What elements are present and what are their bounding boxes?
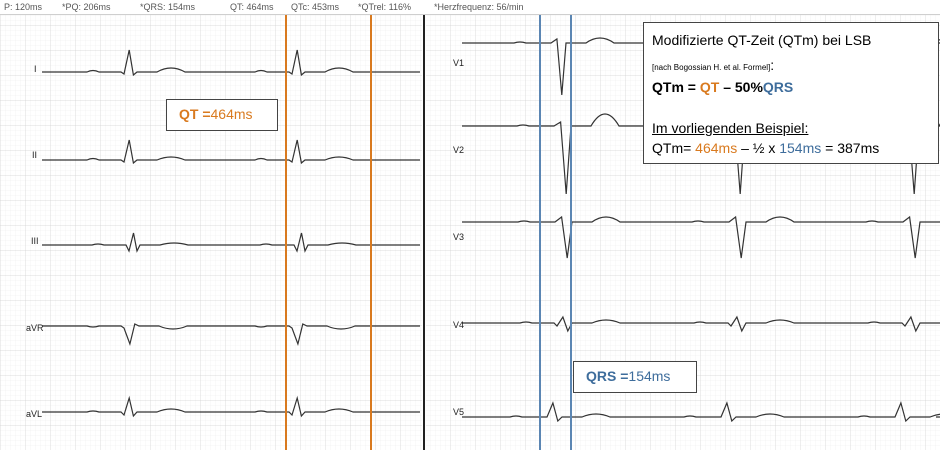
lead-label-ii: II bbox=[32, 150, 38, 160]
qt-annotation: QT =464ms bbox=[166, 99, 278, 131]
lead-label-avl: aVL bbox=[26, 409, 43, 419]
measurement-header: P: 120ms *PQ: 206ms *QRS: 154ms QT: 464m… bbox=[0, 0, 940, 15]
formula-mid: – 50% bbox=[719, 79, 763, 95]
trace-lead-ii bbox=[42, 139, 420, 165]
trace-lead-v4 bbox=[462, 315, 940, 333]
qt-annotation-value: 464ms bbox=[210, 106, 253, 122]
example-result: = 387ms bbox=[821, 140, 880, 156]
qrs-duration: *QRS: 154ms bbox=[140, 2, 196, 12]
heart-rate: *Herzfrequenz: 56/min bbox=[434, 2, 524, 12]
trace-lead-v5 bbox=[462, 401, 940, 423]
lead-label-i: I bbox=[34, 64, 37, 74]
lead-label-avr: aVR bbox=[26, 323, 44, 333]
left-lead-traces bbox=[42, 49, 420, 418]
qtm-source-colon: : bbox=[770, 57, 775, 73]
lead-label-v3: V3 bbox=[453, 232, 465, 242]
example-qt: 464ms bbox=[695, 140, 738, 156]
example-mid: – ½ x bbox=[737, 140, 780, 156]
qrs-annotation-prefix: QRS = bbox=[586, 368, 629, 384]
example-qrs: 154ms bbox=[779, 140, 822, 156]
qtc-interval: QTc: 453ms bbox=[291, 2, 340, 12]
qt-interval: QT: 464ms bbox=[230, 2, 274, 12]
trace-lead-avl bbox=[42, 395, 420, 418]
qtm-title: Modifizierte QT-Zeit (QTm) bei LSB bbox=[652, 32, 872, 48]
lead-label-v5: V5 bbox=[453, 407, 465, 417]
grid-left bbox=[0, 15, 422, 450]
lead-label-iii: III bbox=[31, 236, 39, 246]
trace-lead-avr bbox=[42, 323, 420, 347]
example-calculation: QTm= 464ms – ½ x 154ms = 387ms bbox=[652, 140, 879, 156]
trace-lead-iii bbox=[42, 232, 420, 253]
lead-label-v2: V2 bbox=[453, 145, 465, 155]
qtrel-value: *QTrel: 116% bbox=[358, 2, 412, 12]
trace-lead-i bbox=[42, 49, 420, 77]
trace-lead-v3 bbox=[462, 215, 940, 259]
p-duration: P: 120ms bbox=[4, 2, 43, 12]
lead-label-v1: V1 bbox=[453, 58, 465, 68]
qtm-source: [nach Bogossian H. et al. Formel] bbox=[652, 63, 771, 72]
lead-label-v4: V4 bbox=[453, 320, 465, 330]
qtm-formula-box: Modifizierte QT-Zeit (QTm) bei LSB [nach… bbox=[643, 22, 939, 164]
qrs-annotation-value: 154ms bbox=[628, 368, 671, 384]
qrs-annotation: QRS =154ms bbox=[573, 361, 697, 393]
example-heading: Im vorliegenden Beispiel: bbox=[652, 120, 809, 136]
formula-lhs: QTm = bbox=[652, 79, 700, 95]
example-lhs: QTm= bbox=[652, 140, 696, 156]
formula-qt: QT bbox=[699, 79, 720, 95]
qtm-formula: QTm = QT – 50%QRS bbox=[652, 79, 793, 95]
qt-annotation-prefix: QT = bbox=[179, 106, 211, 122]
pq-interval: *PQ: 206ms bbox=[62, 2, 111, 12]
formula-qrs: QRS bbox=[762, 79, 794, 95]
